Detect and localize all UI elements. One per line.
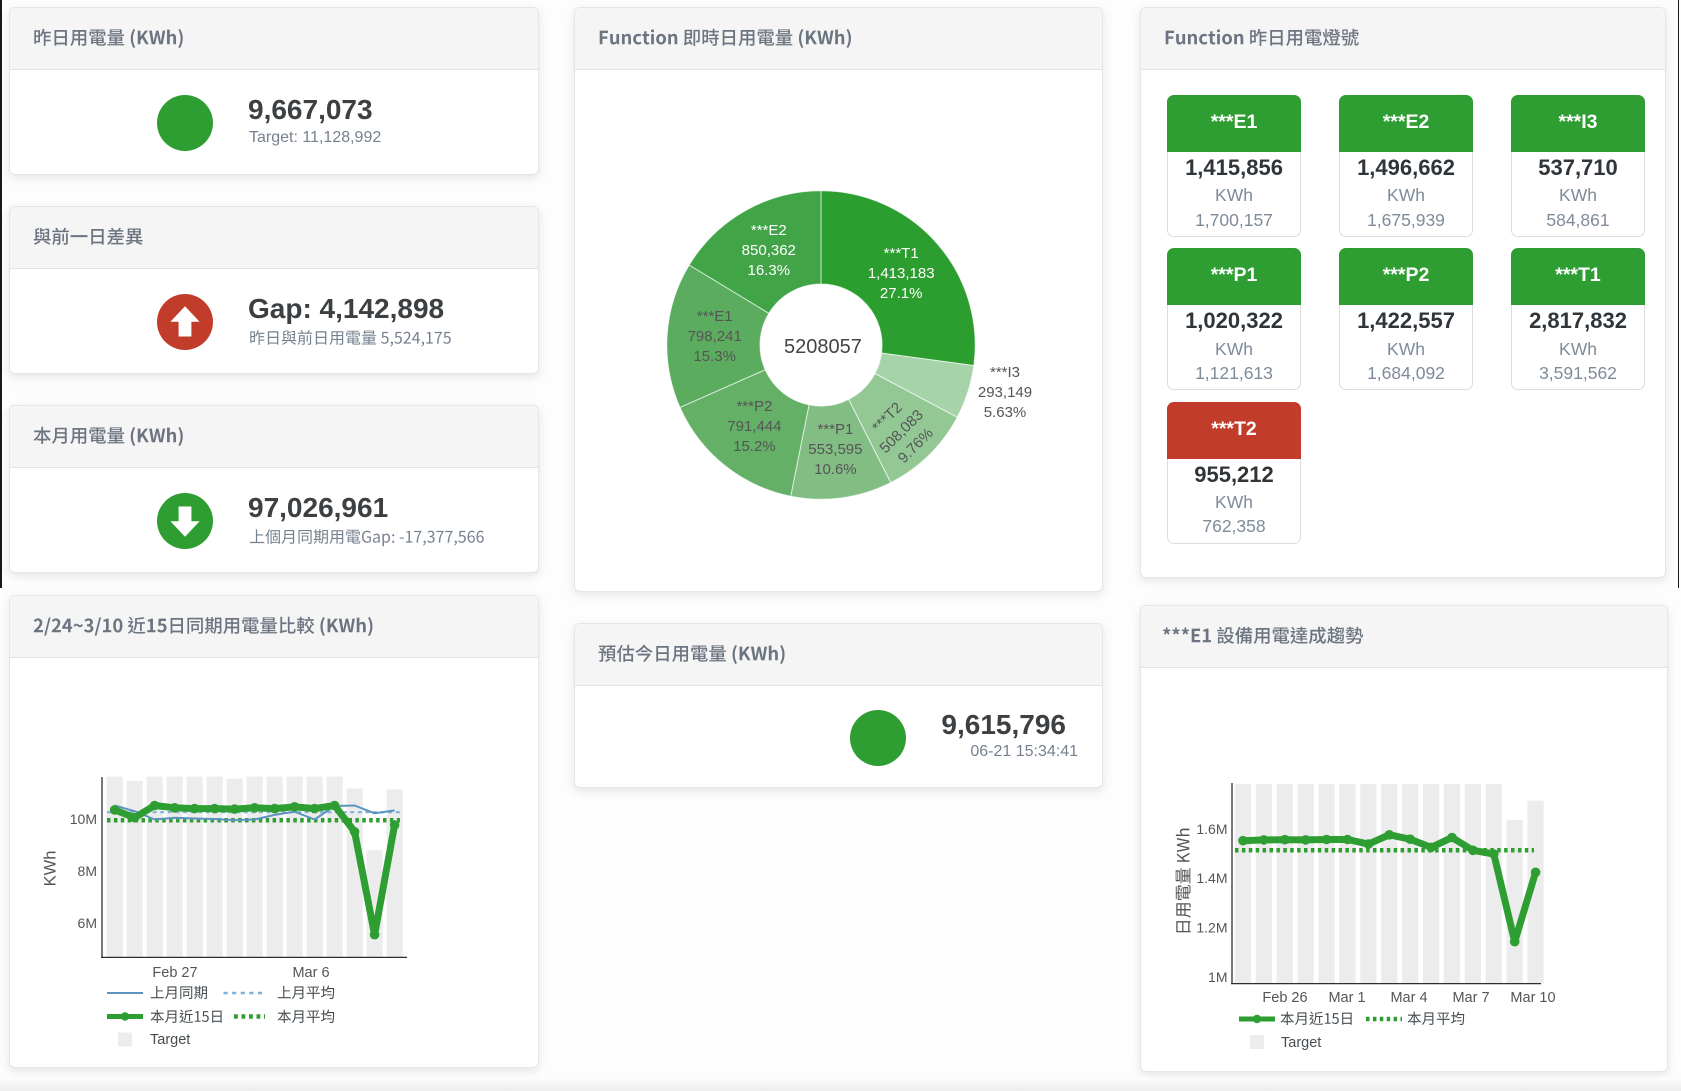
svg-text:1.4M: 1.4M (1196, 870, 1227, 886)
svg-text:Feb 26: Feb 26 (1262, 990, 1307, 1006)
svg-text:Feb 27: Feb 27 (152, 965, 197, 981)
svg-text:1.2M: 1.2M (1196, 920, 1227, 936)
svg-text:10M: 10M (70, 811, 97, 827)
svg-text:6M: 6M (78, 915, 97, 931)
svg-text:Mar 7: Mar 7 (1452, 990, 1489, 1006)
svg-text:Mar 4: Mar 4 (1390, 990, 1427, 1006)
svg-text:Target: Target (1281, 1035, 1321, 1051)
svg-text:Mar 6: Mar 6 (292, 965, 329, 981)
svg-text:1.6M: 1.6M (1196, 821, 1227, 837)
svg-text:8M: 8M (78, 863, 97, 879)
svg-text:Mar 1: Mar 1 (1328, 990, 1365, 1006)
svg-text:1M: 1M (1208, 969, 1227, 985)
svg-text:Mar 10: Mar 10 (1510, 990, 1555, 1006)
svg-text:KWh: KWh (42, 851, 60, 887)
svg-text:Target: Target (150, 1032, 190, 1048)
